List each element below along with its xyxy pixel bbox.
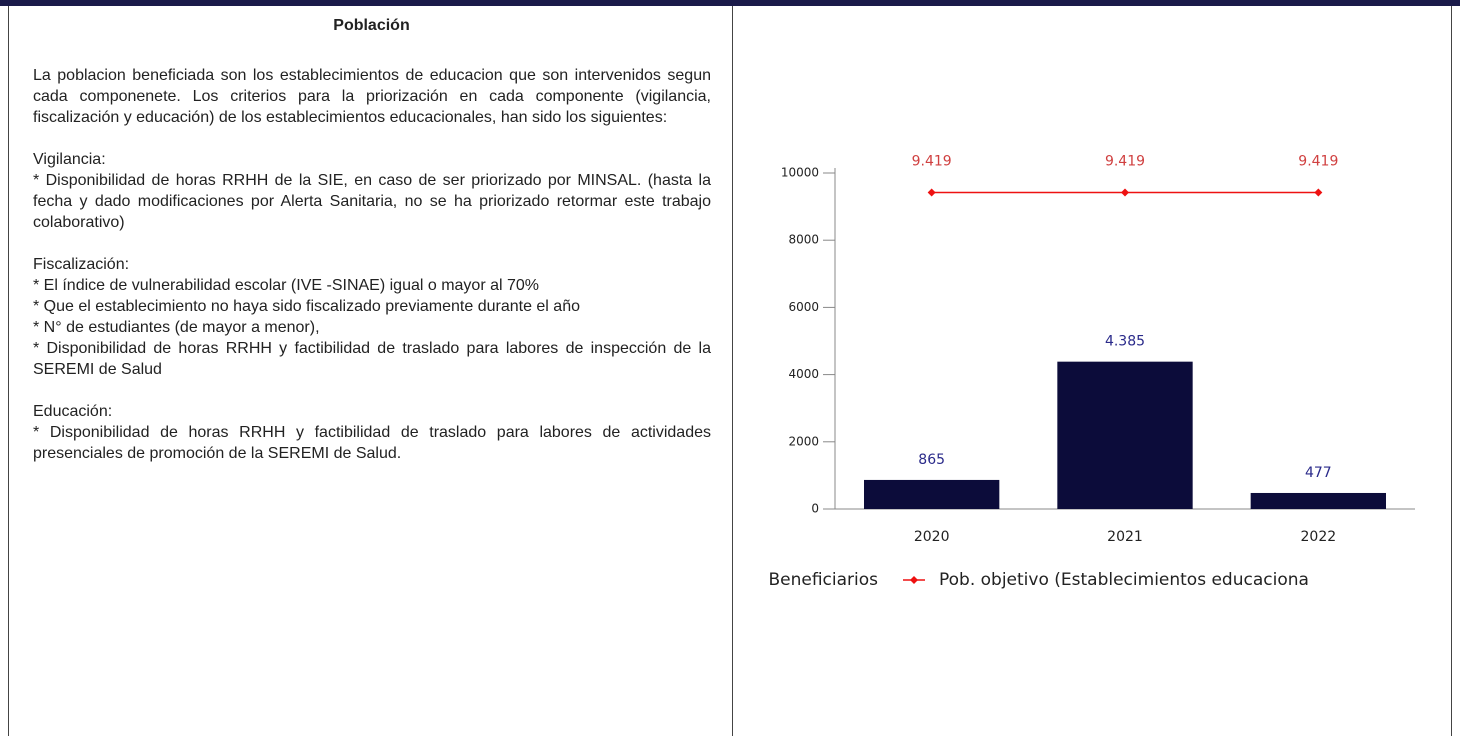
chart-area: 0 2000 4000 6000 8000 10000 2020 2021 2022 865 4.3… [768, 154, 1415, 590]
bar [1250, 492, 1386, 509]
text-line: * N° de estudiantes (de mayor a menor), [33, 319, 320, 336]
legend-label: Beneficiarios [768, 570, 878, 590]
y-tick-label: 2000 [788, 434, 819, 448]
line-marker [1314, 188, 1323, 197]
text-block: La poblacion beneficiada son los estable… [33, 65, 711, 128]
text-line: * Que el establecimiento no haya sido fi… [33, 298, 580, 315]
line-marker [1121, 188, 1129, 197]
text-block: Vigilancia: * Disponibilidad de horas RRH… [33, 149, 711, 233]
x-tick-label: 2021 [1107, 529, 1143, 545]
data-label: 9.419 [912, 154, 952, 170]
y-tick-label: 0 [811, 502, 819, 516]
text-line: La poblacion beneficiada son los estable… [33, 67, 711, 126]
legend-label: Pob. objetivo (Establecimientos educacio… [939, 570, 1309, 590]
section-text: La poblacion beneficiada son los estable… [33, 65, 711, 485]
text-line: * Disponibilidad de horas RRHH y factibi… [33, 340, 711, 378]
data-label: 9.419 [1298, 154, 1338, 170]
text-line: Vigilancia: [33, 151, 106, 168]
data-label: 477 [1305, 465, 1332, 481]
top-bar [0, 0, 1460, 6]
y-tick-label: 8000 [788, 233, 819, 247]
text-line: Fiscalización: [33, 256, 130, 273]
chart-cell [733, 6, 1452, 736]
text-line: * El índice de vulnerabilidad escolar (I… [33, 277, 540, 294]
text-cell: Población La poblacion beneficiada son l… [8, 6, 733, 736]
data-label: 865 [918, 452, 945, 468]
y-tick-label: 6000 [788, 300, 819, 314]
legend-marker [910, 576, 918, 584]
section-title: Población [333, 17, 410, 34]
bar [1057, 361, 1193, 509]
text-line: Educación: [33, 403, 113, 420]
line-marker [927, 188, 936, 197]
x-tick-label: 2022 [1301, 529, 1337, 545]
bar [864, 479, 1000, 509]
y-tick-label: 10000 [781, 166, 819, 180]
text-block: Educación: * Disponibilidad de horas RRHH… [33, 401, 711, 464]
y-tick-label: 4000 [788, 367, 819, 381]
text-line: * Disponibilidad de horas RRHH y factibi… [33, 424, 711, 462]
x-tick-label: 2020 [914, 529, 950, 545]
data-label: 4.385 [1105, 334, 1145, 350]
text-line: * Disponibilidad de horas RRHH de la SIE… [33, 172, 711, 231]
data-label: 9.419 [1105, 154, 1145, 170]
text-block: Fiscalización: * El índice de vulnerabili… [33, 254, 711, 380]
